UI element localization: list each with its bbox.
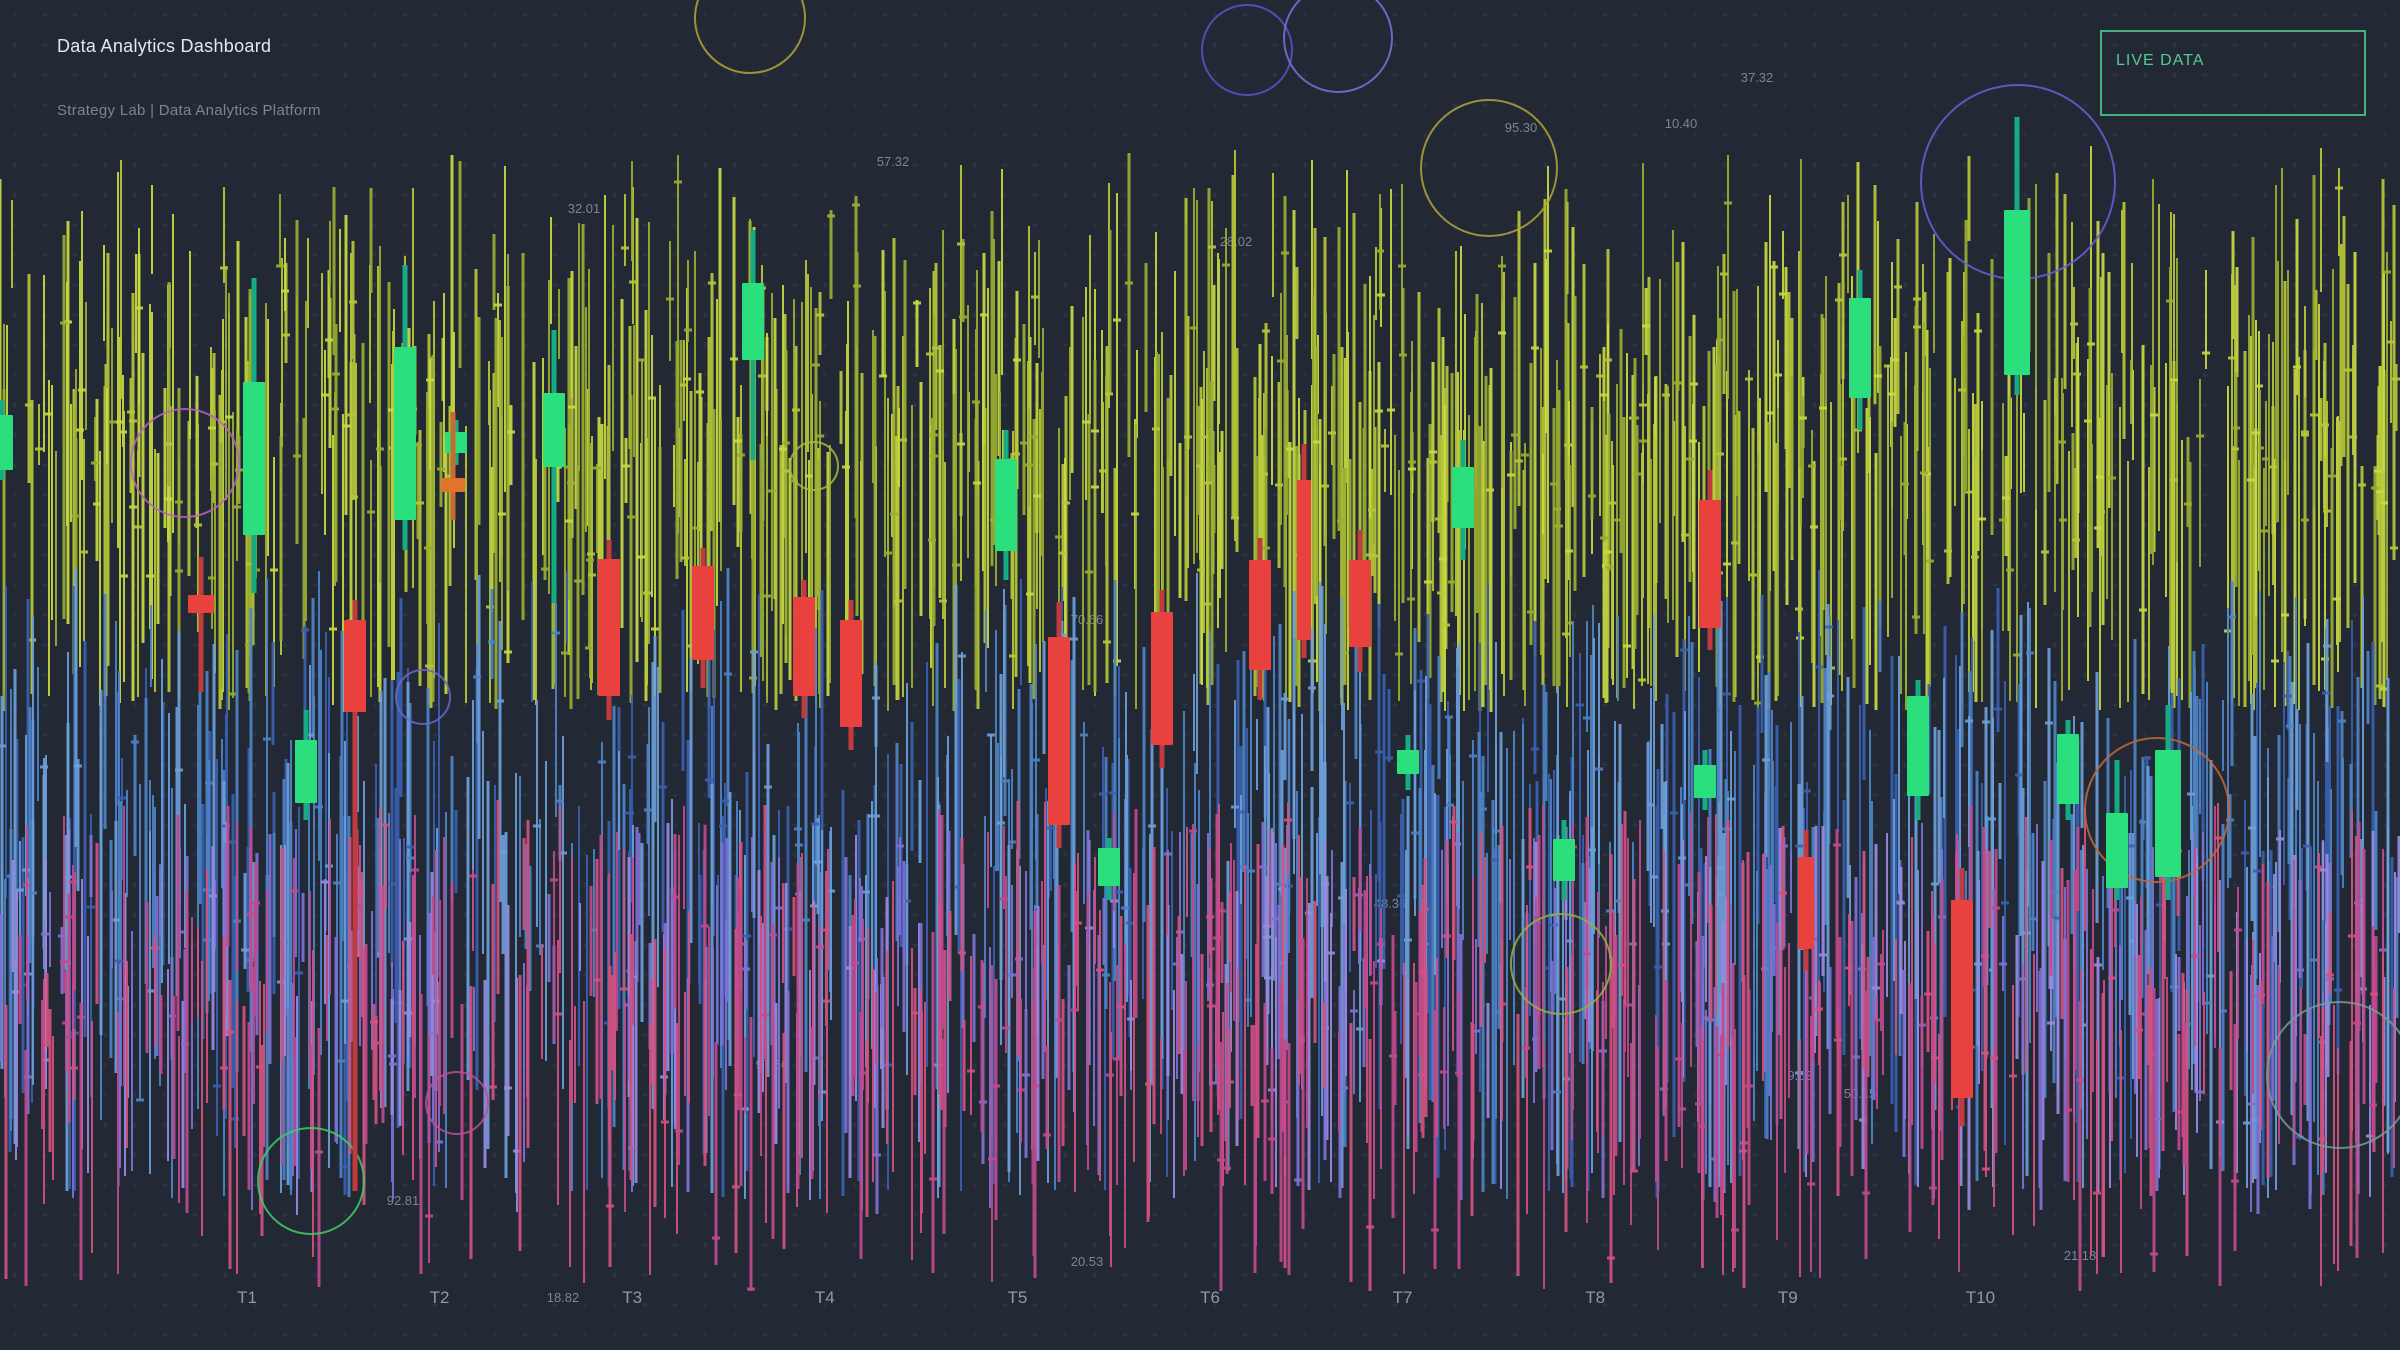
candle-up [1452, 467, 1474, 528]
axis-tick-label: T8 [1585, 1288, 1605, 1307]
stick-ticks [23, 829, 2377, 1291]
value-label: 37.32 [1741, 70, 1774, 85]
stick-lines [18, 806, 2378, 1291]
value-label: 10.40 [1665, 116, 1698, 131]
chart-circle [257, 1127, 365, 1235]
candles-layer [0, 117, 2181, 1191]
candle-up [0, 415, 13, 470]
stick-ticks [70, 818, 2378, 1260]
chart-circle [1201, 4, 1293, 96]
candle-down [1048, 637, 1070, 825]
candle-up [2106, 813, 2128, 888]
candle-down [1249, 560, 1271, 670]
candle-up [1098, 848, 1120, 886]
candle-down [188, 595, 214, 613]
value-label: 92.81 [387, 1193, 420, 1208]
value-label: 48.36 [1374, 896, 1407, 911]
candle-down [344, 620, 366, 712]
candle-up [394, 347, 416, 520]
axis-tick-label: T10 [1966, 1288, 1995, 1307]
candle-down [1297, 480, 1311, 640]
axis-tick-label: T7 [1393, 1288, 1413, 1307]
candle-up [1907, 696, 1929, 796]
axis-tick-label: T5 [1007, 1288, 1027, 1307]
candle-up [295, 740, 317, 803]
value-label: 57.32 [877, 154, 910, 169]
candle-up [1694, 765, 1716, 798]
value-label: 70.66 [1071, 612, 1104, 627]
candle-up [1849, 298, 1871, 398]
chart-circle [1420, 99, 1558, 237]
candle-down [598, 559, 620, 696]
axis-tick-label: T3 [622, 1288, 642, 1307]
candle-up [543, 393, 565, 467]
chart-circle [789, 441, 839, 491]
candle-up [742, 283, 764, 360]
chart-circle [694, 0, 806, 74]
candle-down [692, 566, 714, 660]
axis-tick-label: T6 [1200, 1288, 1220, 1307]
candle-down [441, 478, 465, 492]
value-label: 32.01 [568, 201, 601, 216]
chart-circle [130, 408, 240, 518]
axis-tick-label: T1 [237, 1288, 257, 1307]
candle-up [243, 382, 265, 535]
value-label: 20.53 [1071, 1254, 1104, 1269]
chart-circle [425, 1071, 489, 1135]
candle-up [1553, 839, 1575, 881]
axis-tick-label: T2 [430, 1288, 450, 1307]
chart-circle [1283, 0, 1393, 93]
chart-circle [2266, 1001, 2400, 1149]
axis-tick-label: T9 [1778, 1288, 1798, 1307]
candle-up [2057, 734, 2079, 804]
stick-lines [0, 822, 2360, 1214]
candle-down [840, 620, 862, 727]
candle-down [1951, 900, 1973, 1098]
candle-up [995, 459, 1017, 551]
stick-ticks [3, 249, 2388, 691]
live-data-badge-label: LIVE DATA [2116, 52, 2205, 69]
candle-down [1151, 612, 1173, 745]
chart-circle [1510, 913, 1612, 1015]
page-title: Data Analytics Dashboard [57, 36, 272, 56]
chart-circle [2084, 737, 2230, 883]
value-label: 18.82 [547, 1290, 580, 1305]
candle-up [1397, 750, 1419, 774]
candle-up [2155, 750, 2181, 877]
candle-down [1349, 560, 1371, 647]
live-data-badge[interactable]: LIVE DATA [2100, 30, 2366, 116]
candle-down [1798, 857, 1814, 949]
chart-circle [395, 669, 451, 725]
value-label: 95.30 [1505, 120, 1538, 135]
candle-down [1699, 500, 1721, 628]
page-subtitle: Strategy Lab | Data Analytics Platform [57, 102, 321, 119]
stick-field-pink [4, 800, 2395, 1291]
candle-up [2004, 210, 2030, 375]
candle-up [445, 432, 467, 453]
candle-down [793, 597, 815, 696]
axis-tick-label: T4 [815, 1288, 835, 1307]
